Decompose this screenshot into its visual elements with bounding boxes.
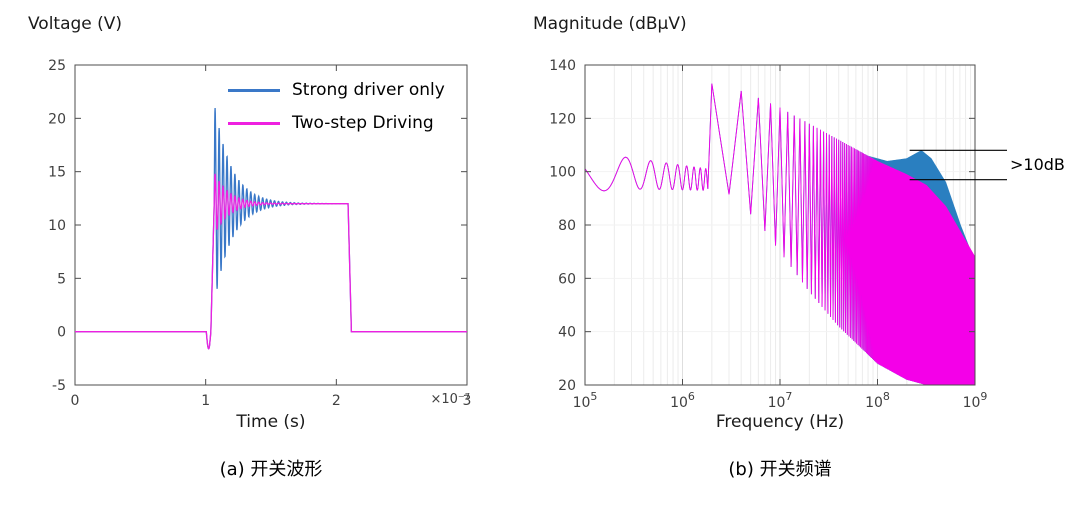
y-tick-label: 20 <box>558 378 576 394</box>
legend: Strong driver only Two-step Driving <box>228 80 445 133</box>
x-tick-label: 109 <box>963 390 988 411</box>
y-tick-label: 10 <box>48 218 66 234</box>
legend-entry-two-step: Two-step Driving <box>228 113 445 133</box>
legend-swatch-two-step <box>228 121 280 125</box>
x-tick-label: 2 <box>332 393 341 409</box>
right-caption: (b) 开关频谱 <box>728 459 832 480</box>
x-tick-label: 107 <box>768 390 793 411</box>
legend-swatch-strong-driver <box>228 88 280 92</box>
y-tick-label: 140 <box>549 58 576 74</box>
annotation-text: >10dB <box>1010 155 1065 174</box>
y-tick-label: 5 <box>57 271 66 287</box>
right-chart-title: Magnitude (dBµV) <box>533 14 687 34</box>
waveform-line-1 <box>75 173 467 350</box>
y-tick-label: 60 <box>558 271 576 287</box>
y-tick-label: 40 <box>558 325 576 341</box>
x-tick-label: 3 <box>463 393 472 409</box>
y-tick-label: 80 <box>558 218 576 234</box>
legend-label-strong-driver: Strong driver only <box>292 80 445 100</box>
x-tick-label: 1 <box>201 393 210 409</box>
y-tick-label: 120 <box>549 111 576 127</box>
y-tick-label: 100 <box>549 165 576 181</box>
x-tick-label: 108 <box>865 390 890 411</box>
waveform-line-0 <box>75 107 467 350</box>
x-tick-label: 105 <box>573 390 598 411</box>
left-chart-title: Voltage (V) <box>28 14 123 34</box>
x-axis-multiplier: ×10⁻⁷ <box>430 392 470 407</box>
legend-entry-strong-driver: Strong driver only <box>228 80 445 100</box>
y-tick-label: 15 <box>48 165 66 181</box>
y-tick-label: 20 <box>48 111 66 127</box>
left-caption: (a) 开关波形 <box>219 459 323 480</box>
right-x-axis-label: Frequency (Hz) <box>715 412 845 432</box>
y-tick-label: 25 <box>48 58 66 74</box>
y-tick-label: 0 <box>57 325 66 341</box>
x-tick-label: 0 <box>71 393 80 409</box>
spectrum-line-1 <box>584 83 976 386</box>
y-tick-label: -5 <box>52 378 66 394</box>
x-tick-label: 106 <box>670 390 695 411</box>
legend-label-two-step: Two-step Driving <box>292 113 434 133</box>
left-x-axis-label: Time (s) <box>236 412 306 432</box>
